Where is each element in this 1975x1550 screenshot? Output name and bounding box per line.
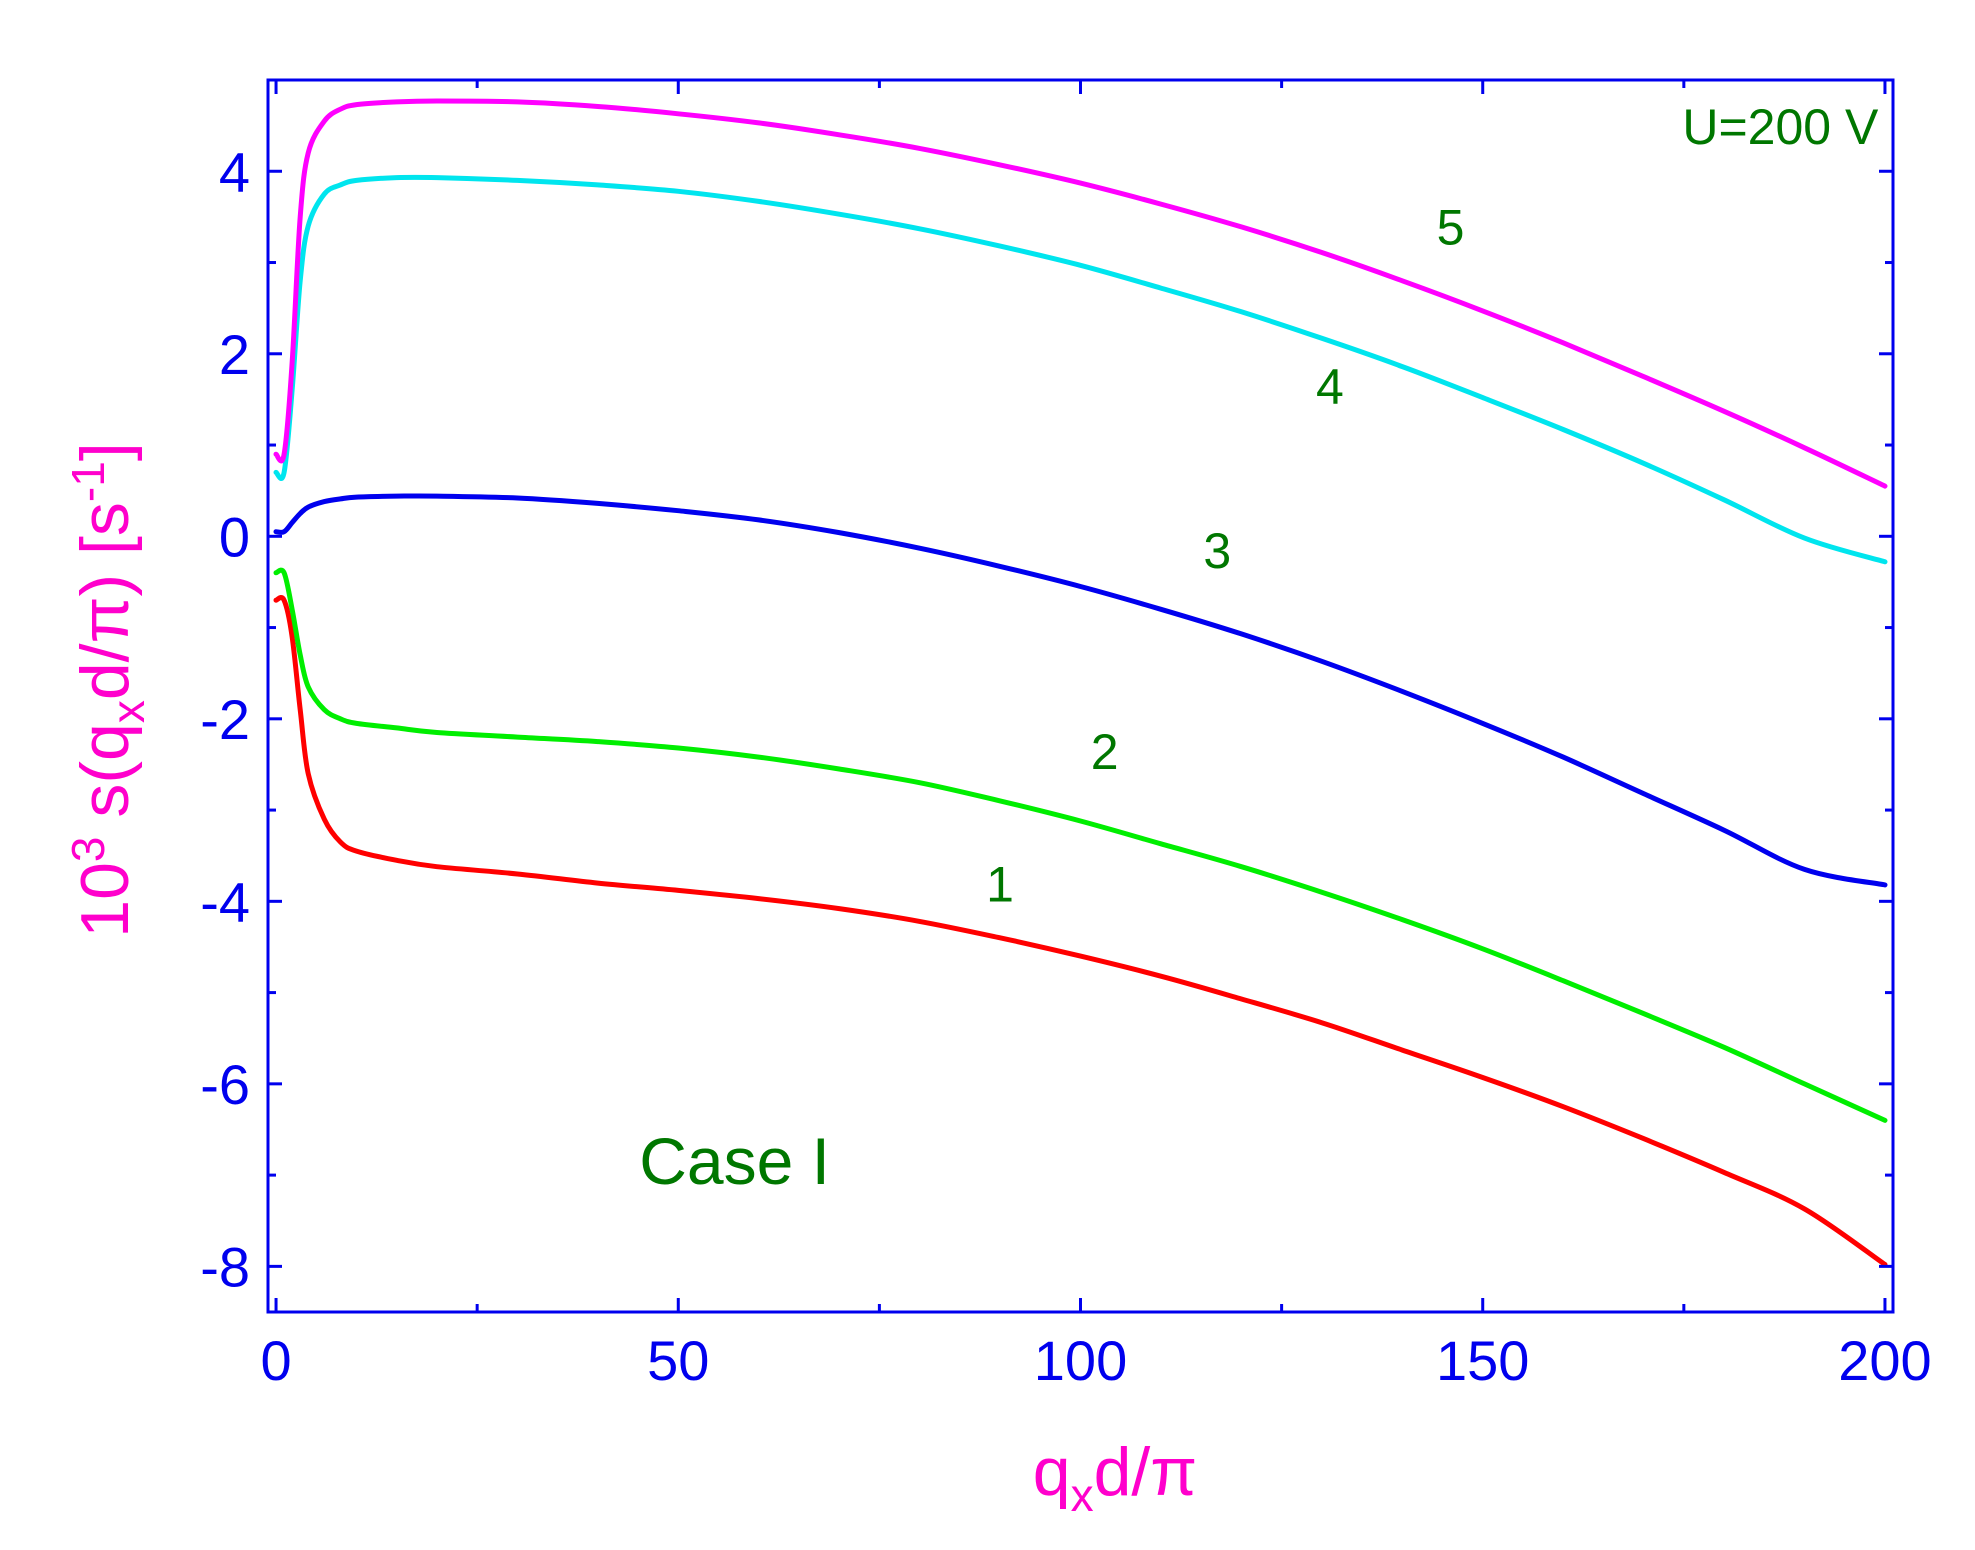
y-tick-label: 4 [219, 140, 250, 203]
series-line-5 [273, 98, 1888, 489]
label-layer: qxd/π 103 s(qxd/π) [s-1] [62, 442, 1197, 1521]
y-tick-label: -8 [200, 1235, 250, 1298]
y-tick-label: 2 [219, 323, 250, 386]
series-label-2: 2 [1091, 724, 1119, 780]
x-axis-label: qxd/π [1033, 1434, 1197, 1521]
case-label: Case I [639, 1124, 830, 1198]
y-tick-label: 0 [219, 505, 250, 568]
series-label-1: 1 [986, 856, 1014, 912]
x-tick-label: 50 [647, 1329, 709, 1392]
series-label-3: 3 [1203, 523, 1231, 579]
x-tick-label: 0 [260, 1329, 291, 1392]
series-label-5: 5 [1437, 199, 1465, 255]
annotation-layer: 1 2 3 4 5 U=200 V Case I [639, 99, 1879, 1198]
y-tick-label: -6 [200, 1053, 250, 1116]
y-tick-label: -2 [200, 688, 250, 751]
y-axis-label: 103 s(qxd/π) [s-1] [62, 442, 154, 937]
series-label-4: 4 [1316, 359, 1344, 415]
voltage-label: U=200 V [1682, 99, 1879, 155]
x-tick-label: 200 [1838, 1329, 1931, 1392]
series-line-2 [273, 567, 1888, 1123]
series-line-4 [273, 174, 1888, 565]
y-tick-label: -4 [200, 870, 250, 933]
plot-layer [273, 98, 1888, 1267]
x-tick-label: 100 [1034, 1329, 1127, 1392]
x-tick-label: 150 [1436, 1329, 1529, 1392]
series-line-3 [273, 493, 1888, 888]
series-line-1 [273, 595, 1888, 1267]
tick-layer: 0 50 100 150 200 -8 -6 -4 -2 0 2 4 [200, 78, 1932, 1392]
